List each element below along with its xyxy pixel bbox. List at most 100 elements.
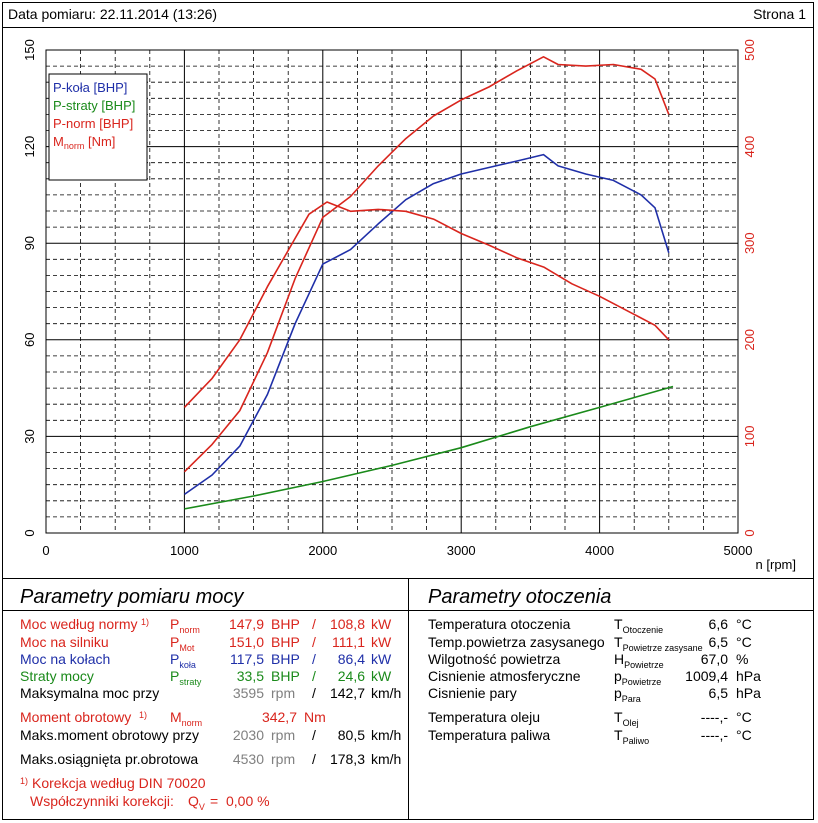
power-panel-title: Parametry pomiaru mocy	[20, 586, 244, 608]
power-row-value: 33,5	[236, 668, 264, 684]
power-row-unit-2: kW	[371, 616, 392, 632]
env-panel-title: Parametry otoczenia	[428, 586, 612, 608]
max-torque-sep: /	[312, 727, 316, 743]
max-rpm-value: 4530	[232, 751, 264, 767]
correction-factor-value: 0,00 %	[226, 793, 270, 809]
y-left-tick-label: 150	[22, 39, 37, 61]
correction-factor-label: Współczynniki korekcji:	[30, 793, 174, 809]
env-row-unit: hPa	[736, 685, 761, 701]
correction-factor-symbol: QV	[188, 793, 205, 812]
legend-item: P-norm [BHP]	[53, 116, 133, 131]
max-rpm-speed-unit: km/h	[371, 751, 402, 767]
series-line	[184, 385, 674, 510]
max-rpm-unit: rpm	[271, 751, 296, 767]
torque-note: 1)	[139, 710, 148, 720]
power-row-unit-2: kW	[371, 651, 392, 667]
correction-note: 1)	[20, 776, 29, 786]
power-row-unit: BHP	[271, 634, 300, 650]
max-rpm-speed: 178,3	[329, 751, 365, 767]
legend-item: P-koła [BHP]	[53, 80, 127, 95]
max-torque-speed-unit: km/h	[371, 727, 402, 743]
power-row-symbol: Pstraty	[170, 668, 202, 687]
power-row-sep: /	[312, 651, 316, 667]
env-row-value: 6,5	[708, 634, 728, 650]
max-rpm-label: Maks.osiągnięta pr.obrotowa	[20, 751, 199, 767]
env-row-label: Cisnienie pary	[428, 685, 517, 701]
y-right-tick-label: 300	[742, 232, 757, 254]
env-row-symbol: TOlej	[614, 709, 639, 728]
env-row-symbol: HPowietrze	[614, 651, 664, 670]
y-left-tick-label: 120	[22, 136, 37, 158]
power-row-value-2: 24,6	[337, 668, 365, 684]
env-row-value: 6,6	[708, 616, 728, 632]
env-row-unit: °C	[736, 616, 752, 632]
power-row-value: 117,5	[230, 651, 264, 667]
env-panel-rule	[409, 610, 814, 611]
y-right-tick-label: 500	[742, 39, 757, 61]
legend-item: P-straty [BHP]	[53, 98, 135, 113]
power-row-symbol: PMot	[170, 634, 195, 653]
x-tick-label: 0	[42, 543, 49, 558]
panel-divider	[408, 578, 409, 820]
torque-symbol: Mnorm	[170, 709, 203, 728]
x-tick-label: 1000	[170, 543, 199, 558]
max-torque-label: Maks.moment obrotowy przy	[20, 727, 199, 743]
torque-unit: Nm	[304, 709, 326, 725]
y-right-tick-label: 200	[742, 329, 757, 351]
power-row-sep: /	[312, 616, 316, 632]
env-row-unit: %	[736, 651, 749, 667]
max-torque-rpm: 2030	[232, 727, 264, 743]
legend-box	[48, 73, 148, 181]
plot-border	[45, 49, 739, 534]
power-row-sep: /	[312, 668, 316, 684]
torque-value: 342,7	[261, 709, 297, 725]
series-line	[183, 56, 670, 473]
page-number: Strona 1	[753, 6, 806, 22]
x-tick-label: 3000	[447, 543, 476, 558]
power-row-value: 147,9	[228, 616, 264, 632]
power-row-note: 1)	[141, 617, 150, 627]
env-row-value: ----,-	[700, 709, 728, 725]
y-left-tick-label: 90	[22, 236, 37, 250]
power-row-label: Maksymalna moc przy	[20, 685, 160, 701]
env-row-symbol: TPaliwo	[614, 727, 650, 746]
env-row-label: Temperatura paliwa	[428, 727, 551, 743]
power-row-unit: rpm	[271, 685, 296, 701]
correction-standard: Korekcja według DIN 70020	[32, 775, 206, 791]
power-row-value-2: 86,4	[337, 651, 365, 667]
y-right-tick-label: 0	[742, 529, 757, 536]
env-row-symbol: pPara	[614, 685, 641, 704]
power-row-label: Moc na silniku	[20, 634, 109, 650]
y-left-tick-label: 60	[22, 333, 37, 347]
x-tick-label: 4000	[585, 543, 614, 558]
env-row-symbol: pPowietrze	[614, 668, 662, 687]
env-row-label: Temperatura oleju	[428, 709, 541, 725]
header-divider	[2, 27, 814, 28]
env-row-label: Cisnienie atmosferyczne	[428, 668, 581, 684]
env-row-unit: °C	[736, 709, 752, 725]
power-row-unit: BHP	[271, 668, 300, 684]
env-row-value: 6,5	[708, 685, 728, 701]
env-row-symbol: TOtoczenie	[614, 616, 664, 635]
env-row-value: 1009,4	[685, 668, 728, 684]
env-row-value: ----,-	[700, 727, 728, 743]
env-row-label: Temp.powietrza zasysanego	[428, 634, 605, 650]
max-rpm-sep: /	[312, 751, 316, 767]
power-row-unit-2: km/h	[371, 685, 402, 701]
power-row-value: 3595	[232, 685, 264, 701]
power-row-value-2: 108,8	[329, 616, 365, 632]
power-row-sep: /	[312, 685, 316, 701]
x-tick-label: 5000	[724, 543, 753, 558]
legend-item: Mnorm [Nm]	[53, 134, 115, 151]
y-left-tick-label: 0	[22, 529, 37, 536]
series-line	[183, 201, 670, 408]
power-row-unit: BHP	[271, 651, 300, 667]
env-row-unit: °C	[736, 727, 752, 743]
max-torque-speed: 80,5	[337, 727, 365, 743]
power-row-value-2: 111,1	[332, 634, 365, 650]
y-left-tick-label: 30	[22, 429, 37, 443]
power-row-label: Moc według normy	[20, 616, 138, 632]
power-row-symbol: Pnorm	[170, 616, 200, 635]
power-panel-rule	[2, 610, 408, 611]
